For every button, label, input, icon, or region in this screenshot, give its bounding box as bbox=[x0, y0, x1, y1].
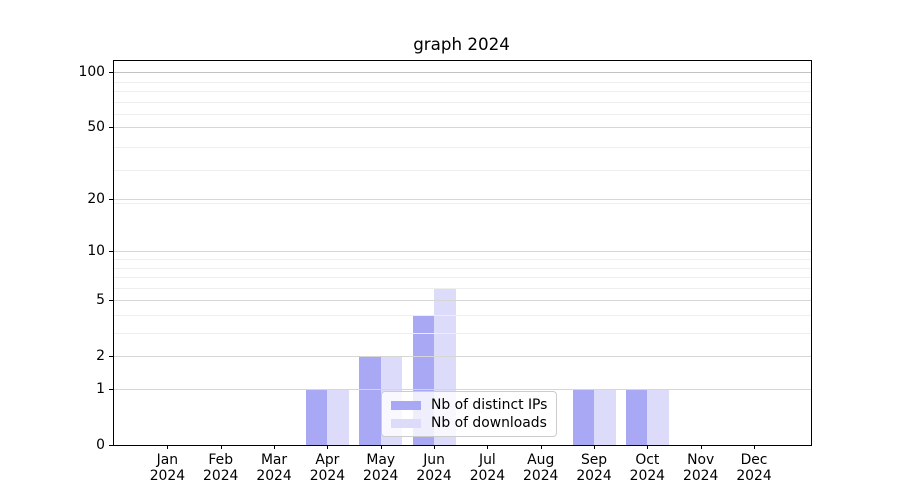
x-axis-tick bbox=[434, 445, 436, 449]
x-axis-tick bbox=[594, 445, 596, 449]
x-tick-label: Jun 2024 bbox=[416, 452, 452, 484]
bar-distinct-ips-may bbox=[359, 356, 381, 445]
legend-label-distinct-ips: Nb of distinct IPs bbox=[431, 397, 548, 413]
x-tick-label: Sep 2024 bbox=[576, 452, 612, 484]
y-axis-tick bbox=[109, 444, 113, 446]
y-tick-label: 5 bbox=[96, 292, 105, 309]
gridline-major bbox=[114, 72, 811, 74]
x-tick-label: Feb 2024 bbox=[203, 452, 239, 484]
x-tick-label: May 2024 bbox=[363, 452, 399, 484]
x-axis-tick bbox=[167, 445, 169, 449]
y-axis-tick bbox=[109, 355, 113, 357]
bar-distinct-ips-oct bbox=[625, 389, 648, 445]
x-axis-tick bbox=[647, 445, 649, 449]
legend-swatch-distinct-ips bbox=[391, 400, 421, 410]
y-axis-tick bbox=[109, 250, 113, 252]
x-axis-tick bbox=[220, 445, 222, 449]
y-tick-label: 50 bbox=[87, 119, 105, 136]
x-tick-label: Mar 2024 bbox=[256, 452, 292, 484]
legend-label-downloads: Nb of downloads bbox=[431, 415, 547, 431]
x-tick-label: Apr 2024 bbox=[309, 452, 346, 484]
bar-distinct-ips-apr bbox=[305, 389, 328, 445]
bar-downloads-sep bbox=[594, 389, 616, 445]
y-tick-label: 0 bbox=[96, 437, 105, 453]
x-axis-tick bbox=[487, 445, 489, 449]
legend: Nb of distinct IPs Nb of downloads bbox=[381, 391, 558, 437]
x-tick-label: Dec 2024 bbox=[736, 452, 772, 484]
gridline-major bbox=[114, 251, 811, 253]
chart-title: graph 2024 bbox=[413, 34, 510, 54]
gridline-minor bbox=[114, 314, 811, 316]
x-axis-tick bbox=[540, 445, 542, 449]
y-tick-label: 20 bbox=[87, 191, 105, 208]
x-axis-tick bbox=[754, 445, 756, 449]
gridline-minor bbox=[114, 170, 811, 172]
x-axis-tick bbox=[274, 445, 276, 449]
y-tick-label: 2 bbox=[96, 348, 105, 365]
gridline-minor bbox=[114, 81, 811, 83]
x-tick-label: Jul 2024 bbox=[469, 452, 506, 484]
gridline-major bbox=[114, 356, 811, 358]
y-tick-label: 100 bbox=[78, 64, 105, 81]
bar-distinct-ips-sep bbox=[572, 389, 595, 445]
gridline-minor bbox=[114, 267, 811, 269]
y-axis-tick bbox=[109, 198, 113, 200]
gridline-minor bbox=[114, 258, 811, 260]
gridline-minor bbox=[114, 277, 811, 279]
y-axis-tick bbox=[109, 299, 113, 301]
x-axis-tick bbox=[327, 445, 329, 449]
x-tick-label: Jan 2024 bbox=[149, 452, 186, 484]
y-axis-tick bbox=[109, 71, 113, 73]
bar-downloads-apr bbox=[327, 389, 349, 445]
y-axis-tick bbox=[109, 388, 113, 390]
x-axis-tick bbox=[700, 445, 702, 449]
gridline-major bbox=[114, 127, 811, 129]
y-tick-label: 10 bbox=[87, 243, 105, 260]
gridline-major bbox=[114, 199, 811, 201]
gridline-minor bbox=[114, 287, 811, 289]
gridline-major bbox=[114, 389, 811, 390]
x-tick-label: Aug 2024 bbox=[523, 452, 559, 484]
bar-downloads-oct bbox=[647, 389, 669, 445]
plot-area: 0 1 2 5 10 20 50 100 Jan 2024 Feb 2024 Mar 2024 Apr 202… bbox=[78, 60, 812, 484]
gridline-major bbox=[114, 300, 811, 302]
x-tick-label: Nov 2024 bbox=[683, 452, 719, 484]
gridline-minor bbox=[114, 147, 811, 148]
legend-item-distinct-ips: Nb of distinct IPs bbox=[391, 397, 547, 413]
legend-swatch-downloads bbox=[391, 418, 421, 428]
x-tick-label: Oct 2024 bbox=[629, 452, 666, 484]
gridline-minor bbox=[114, 203, 811, 204]
y-axis-tick bbox=[109, 126, 113, 128]
gridline-minor bbox=[114, 101, 811, 103]
gridline-minor bbox=[114, 333, 811, 334]
x-axis-tick bbox=[380, 445, 382, 449]
y-tick-label: 1 bbox=[96, 381, 105, 397]
gridline-minor bbox=[114, 114, 811, 116]
legend-item-downloads: Nb of downloads bbox=[391, 415, 547, 431]
gridline-minor bbox=[114, 91, 811, 92]
